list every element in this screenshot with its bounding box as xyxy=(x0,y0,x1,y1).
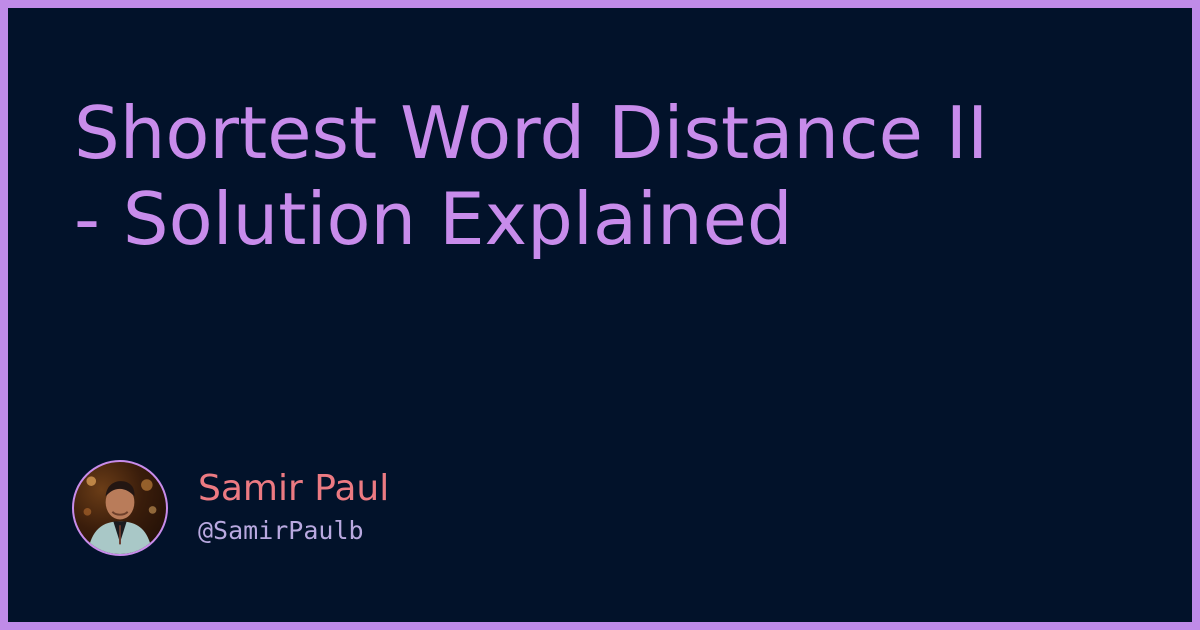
article-title: Shortest Word Distance II - Solution Exp… xyxy=(74,90,1154,262)
title-line-1: Shortest Word Distance II xyxy=(74,91,989,175)
title-line-2: - Solution Explained xyxy=(74,177,793,261)
profile-photo-icon xyxy=(83,476,157,554)
author-text: Samir Paul @SamirPaulb xyxy=(198,467,389,549)
author-block: Samir Paul @SamirPaulb xyxy=(72,458,389,558)
author-name: Samir Paul xyxy=(198,468,390,509)
author-handle: @SamirPaulb xyxy=(198,516,364,545)
og-card: Shortest Word Distance II - Solution Exp… xyxy=(8,8,1192,622)
avatar xyxy=(72,460,168,556)
